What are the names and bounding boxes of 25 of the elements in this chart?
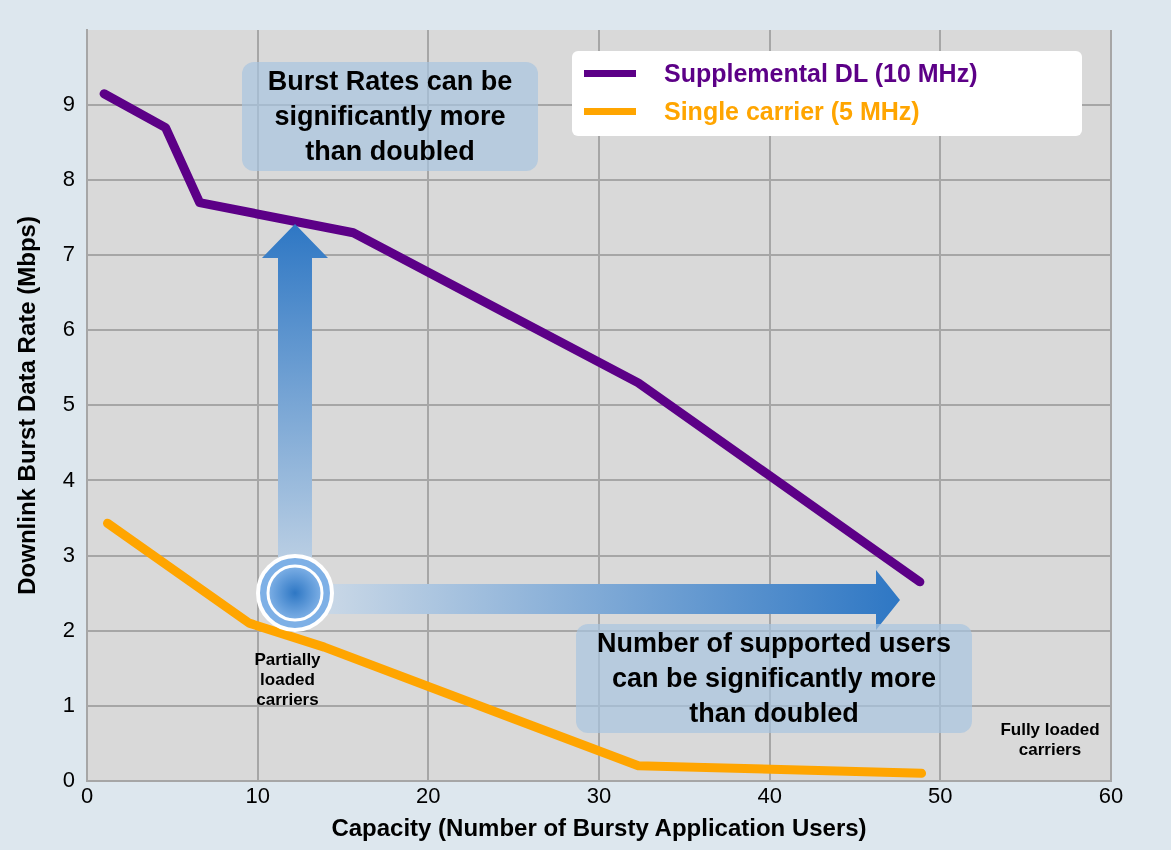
legend-label: Single carrier (5 MHz) [664, 97, 920, 126]
y-tick-label: 6 [62, 316, 76, 342]
annotation: Number of supported users can be significantly more than doubled [576, 624, 972, 733]
x-tick-label: 50 [928, 783, 953, 809]
y-tick-label: 8 [62, 166, 76, 192]
y-tick-label: 4 [62, 466, 76, 492]
annotation: Partially loaded carriers [253, 650, 322, 710]
x-tick-label: 10 [245, 783, 270, 809]
y-tick-label: 7 [62, 241, 76, 267]
y-tick-label: 1 [62, 691, 76, 717]
x-tick-label: 40 [757, 783, 782, 809]
y-tick-label: 9 [62, 91, 76, 117]
x-tick-label: 30 [586, 783, 612, 809]
y-tick-label: 2 [62, 616, 76, 642]
y-tick-label: 5 [62, 391, 76, 417]
y-axis-title: Downlink Burst Data Rate (Mbps) [13, 216, 41, 595]
annotation: Fully loaded carriers [999, 720, 1101, 760]
x-tick-label: 20 [416, 783, 441, 809]
x-tick-label: 0 [80, 783, 94, 809]
y-tick-label: 0 [62, 766, 76, 792]
annotation: Burst Rates can be significantly more than doubled [242, 62, 538, 171]
y-tick-label: 3 [62, 541, 76, 567]
legend-label: Supplemental DL (10 MHz) [664, 59, 978, 88]
x-tick-label: 60 [1098, 783, 1124, 809]
x-axis-title: Capacity (Number of Bursty Application Users) [331, 814, 867, 842]
